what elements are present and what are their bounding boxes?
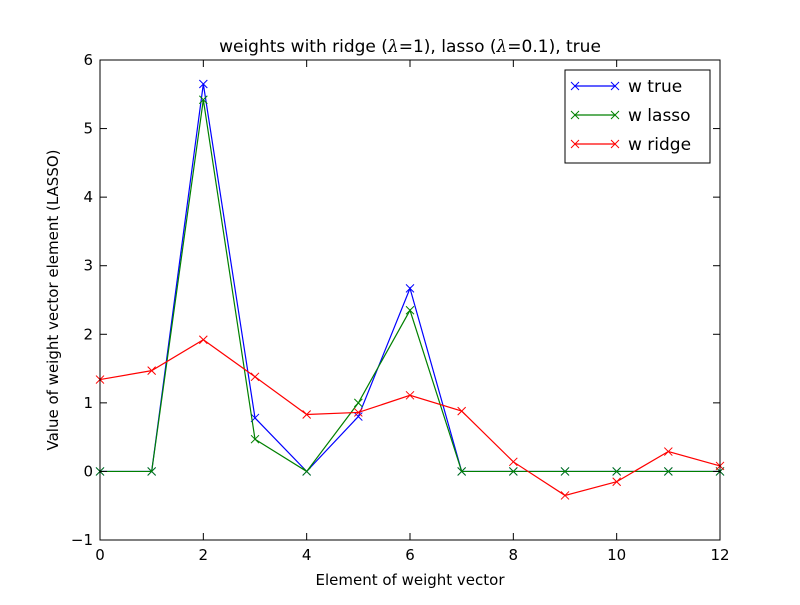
y-axis-label: Value of weight vector element (LASSO)	[44, 149, 62, 450]
y-tick-label: 0	[83, 462, 93, 480]
data-point-w-lasso-1	[147, 467, 157, 476]
data-point-w-ridge-11	[663, 447, 673, 456]
x-tick-label: 6	[405, 546, 415, 564]
legend: w true w lasso w ridge	[564, 69, 711, 164]
chart-title: weights with ridge (λ=1), lasso (λ=0.1),…	[219, 37, 601, 57]
data-point-w-lasso-5	[353, 398, 363, 408]
legend-marker-w-ridge-start	[570, 139, 580, 149]
data-point-w-ridge-8	[508, 457, 518, 467]
data-point-w-lasso-8	[508, 467, 518, 476]
legend-marker-w-lasso-end	[610, 110, 620, 120]
x-tick-label: 2	[199, 546, 209, 564]
data-point-w-ridge-6	[405, 390, 415, 400]
legend-item-w-true: w true	[570, 77, 682, 97]
data-point-w-lasso-4	[302, 467, 312, 476]
y-tick-label: 6	[83, 51, 93, 69]
legend-label-w-lasso: w lasso	[628, 106, 691, 126]
data-point-w-lasso-2	[198, 95, 208, 105]
data-point-w-ridge-1	[147, 366, 157, 375]
title-eq-lasso: =0.1	[507, 37, 548, 57]
series-w-lasso	[95, 95, 725, 476]
data-point-w-true-6	[405, 283, 415, 293]
title-part-1: weights with ridge (	[219, 37, 388, 57]
title-lambda-ridge: λ	[387, 37, 399, 57]
legend-item-w-lasso: w lasso	[570, 106, 691, 126]
legend-item-w-ridge: w ridge	[570, 135, 691, 155]
data-point-w-lasso-9	[560, 467, 570, 476]
data-point-w-true-5	[353, 412, 363, 421]
x-tick-label: 12	[710, 546, 729, 564]
data-point-w-ridge-9	[560, 491, 570, 500]
legend-marker-w-true-end	[610, 81, 620, 91]
x-tick-label: 4	[302, 546, 312, 564]
x-tick-label: 10	[607, 546, 626, 564]
data-point-w-lasso-6	[405, 305, 415, 315]
y-tick-label: 1	[83, 394, 93, 412]
data-point-w-lasso-10	[612, 467, 622, 476]
title-lambda-lasso: λ	[496, 37, 508, 57]
data-point-w-ridge-10	[612, 477, 622, 487]
data-point-w-ridge-5	[353, 408, 363, 417]
legend-label-w-true: w true	[628, 77, 682, 97]
data-point-w-lasso-3	[250, 434, 260, 444]
x-axis-label: Element of weight vector	[315, 571, 505, 589]
legend-marker-w-true-start	[570, 81, 580, 91]
legend-marker-w-ridge-end	[610, 139, 620, 149]
y-tick-label: 5	[83, 120, 93, 138]
y-tick-label: 2	[83, 325, 93, 343]
x-tick-label: 0	[95, 546, 105, 564]
title-part-2: ), lasso (	[424, 37, 497, 57]
y-tick-label: 4	[83, 188, 93, 206]
plot-frame	[99, 59, 721, 541]
data-point-w-ridge-7	[457, 406, 467, 416]
data-point-w-ridge-4	[302, 410, 312, 419]
y-tick-label: −1	[71, 531, 93, 549]
data-point-w-lasso-7	[457, 467, 467, 476]
data-point-w-lasso-11	[663, 467, 673, 476]
title-eq-ridge: =1	[399, 37, 424, 57]
legend-label-w-ridge: w ridge	[628, 135, 691, 155]
data-point-w-true-2	[198, 79, 208, 89]
data-point-w-ridge-3	[250, 372, 260, 382]
data-point-w-ridge-2	[198, 335, 208, 345]
title-part-3: ), true	[549, 37, 601, 57]
y-tick-label: 3	[83, 257, 93, 275]
x-tick-label: 8	[509, 546, 519, 564]
series-layer	[95, 79, 725, 500]
legend-marker-w-lasso-start	[570, 110, 580, 120]
